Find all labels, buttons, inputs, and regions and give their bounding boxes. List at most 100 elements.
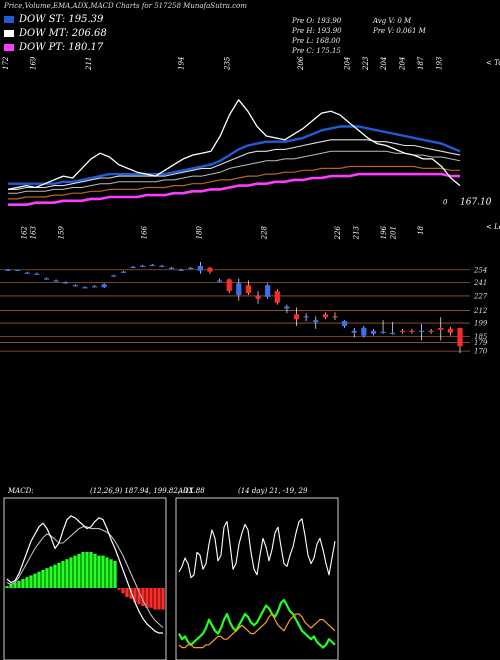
candle-body <box>265 285 271 297</box>
macd-histogram-bar <box>129 588 133 599</box>
low-label: 201 <box>389 226 397 240</box>
macd-histogram-bar <box>65 559 69 588</box>
candle-body <box>197 265 203 271</box>
price-tick-label: 241 <box>473 279 487 287</box>
macd-histogram-bar <box>137 588 141 605</box>
top-label: 187 <box>417 56 425 70</box>
series-line-ema-short <box>8 125 461 185</box>
candle-body <box>303 316 309 318</box>
candle-body <box>15 269 21 271</box>
top-label: 223 <box>362 56 370 71</box>
candle-body <box>457 327 463 347</box>
candle-body <box>418 330 425 333</box>
top-label: 194 <box>177 57 185 70</box>
candle-body <box>63 282 69 284</box>
macd-histogram-bar <box>5 586 9 588</box>
series-line-ema-medium <box>8 139 461 190</box>
candle-body <box>409 330 415 333</box>
macd-histogram-bar <box>117 588 121 590</box>
info-pre-open: Pre O: 193.90 <box>292 17 342 25</box>
candle-body <box>322 314 328 318</box>
macd-histogram-bar <box>25 577 29 588</box>
macd-histogram-bar <box>81 552 85 588</box>
low-label: 166 <box>140 225 148 239</box>
series-line-price <box>7 99 461 191</box>
candle-body <box>140 265 146 268</box>
candle-body <box>245 285 252 294</box>
candle-body <box>24 272 30 274</box>
candle-body <box>82 287 88 289</box>
candle-body <box>130 266 136 269</box>
price-tick-label: 185 <box>474 333 488 341</box>
top-label: 169 <box>30 56 38 70</box>
candle-body <box>149 264 155 267</box>
macd-histogram-bar <box>161 588 165 610</box>
candle-body <box>438 327 444 330</box>
candle-body <box>399 330 405 333</box>
legend-dow-pt: DOW PT: 180.17 <box>4 42 103 53</box>
macd-histogram-bar <box>153 588 157 610</box>
candle-body <box>111 275 117 277</box>
legend-label-pt: DOW PT: 180.17 <box>19 42 104 53</box>
top-label: 204 <box>380 57 388 71</box>
candle-body <box>341 321 348 326</box>
last-price-label: 167.10 <box>460 198 492 208</box>
macd-histogram-bar <box>37 571 41 588</box>
macd-params: (12,26,9) 187.94, 199.82, -11.88 <box>90 487 205 495</box>
low-label: 226 <box>334 225 342 240</box>
macd-histogram-bar <box>149 588 153 608</box>
series-line-ema-long <box>8 150 461 194</box>
candle-body <box>120 271 127 273</box>
macd-histogram-bar <box>13 582 17 588</box>
macd-histogram-bar <box>29 575 33 588</box>
info-pre-high: Pre H: 193.90 <box>292 27 342 35</box>
legend-swatch-st <box>4 16 14 23</box>
candle-body <box>101 284 107 288</box>
legend-label-st: DOW ST: 195.39 <box>19 14 104 25</box>
adx-params: (14 day) 21, -19, 29 <box>238 487 308 495</box>
macd-histogram-bar <box>45 568 49 588</box>
candle-body <box>428 330 434 333</box>
low-label: 163 <box>30 225 38 239</box>
candle-body <box>361 327 367 336</box>
macd-histogram-bar <box>33 573 37 588</box>
legend-label-mt: DOW MT: 206.68 <box>19 28 107 39</box>
candle-body <box>255 295 261 299</box>
candle-body <box>34 273 40 275</box>
low-label: 196 <box>380 225 388 239</box>
low-label: 162 <box>20 225 28 239</box>
low-label: 159 <box>57 225 65 239</box>
macd-histogram-bar <box>101 555 105 588</box>
price-tick-label: 179 <box>474 339 488 347</box>
candle-body <box>293 314 300 320</box>
series-line-ema-trend <box>8 165 460 200</box>
low-label: 213 <box>353 225 361 240</box>
adx-line-minus-di <box>178 613 336 649</box>
price-tick-label: 227 <box>473 292 488 300</box>
macd-histogram-bar <box>85 552 89 588</box>
candle-body <box>168 267 175 270</box>
legend-dow-mt: DOW MT: 206.68 <box>4 28 107 39</box>
macd-histogram-bar <box>61 561 65 588</box>
info-pre-volume: Pre V: 0.061 M <box>373 27 426 35</box>
macd-histogram-bar <box>89 552 93 588</box>
candle-body <box>274 291 280 303</box>
chart-title: Price,Volume,EMA,ADX,MACD Charts for 517… <box>4 2 247 10</box>
lows-tag: < Lows <box>486 223 500 231</box>
top-label: 172 <box>2 56 10 70</box>
candle-body <box>178 269 184 271</box>
candle-body <box>380 331 386 333</box>
macd-histogram-bar <box>41 570 45 588</box>
adx-label: ADX <box>177 487 195 495</box>
macd-histogram-bar <box>17 580 21 588</box>
top-label: 193 <box>436 56 444 70</box>
low-label: 228 <box>260 225 268 240</box>
candle-body <box>159 265 165 268</box>
tops-tag: < Tops <box>486 59 500 67</box>
macd-histogram-bar <box>141 588 145 606</box>
candle-body <box>91 286 98 288</box>
candle-body <box>72 285 78 287</box>
candle-body <box>351 330 357 333</box>
candle-body <box>284 306 290 309</box>
